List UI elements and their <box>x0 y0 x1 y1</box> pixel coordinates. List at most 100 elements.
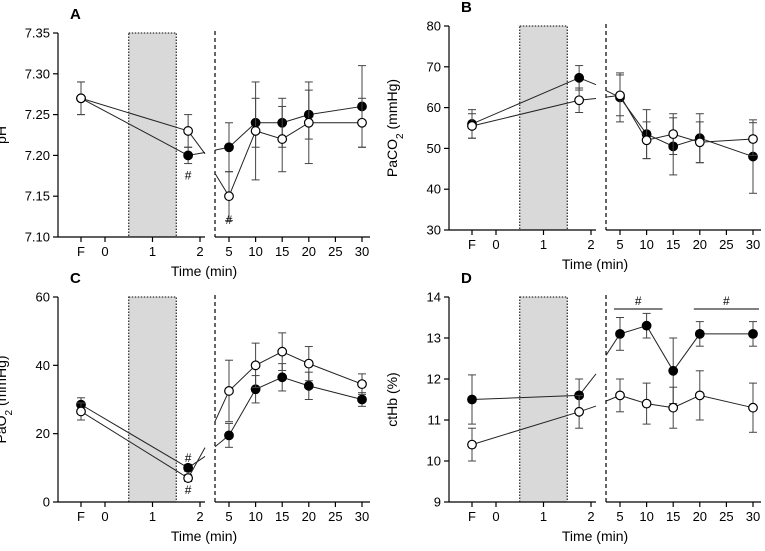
x-tick-label: 10 <box>639 237 653 252</box>
panel-label: D <box>461 270 472 287</box>
x-tick-label: 15 <box>666 509 680 524</box>
x-tick-label: 10 <box>248 244 262 259</box>
series-line-open <box>228 122 362 197</box>
y-tick-label: 70 <box>427 59 441 74</box>
data-point-open <box>250 126 261 136</box>
series-line-open <box>228 351 363 392</box>
data-point-open <box>694 390 705 401</box>
y-tick-label: 13 <box>427 331 441 346</box>
data-point-open <box>357 379 367 390</box>
x-tick-label: 0 <box>101 244 108 259</box>
data-point-open <box>224 191 234 202</box>
subscript: 2 <box>395 133 406 139</box>
data-point-open <box>615 390 625 401</box>
data-point-filled <box>277 372 288 383</box>
series-line-open <box>80 411 189 479</box>
series-line-filled <box>228 105 363 148</box>
x-tick-label: 1 <box>540 237 547 252</box>
series-line-filled <box>471 77 580 125</box>
x-tick-label: 20 <box>302 509 316 524</box>
shaded-interval <box>128 296 177 503</box>
y-axis-label: PaO2 (mmHg) <box>0 355 15 443</box>
y-label-unit: (mmHg) <box>384 79 400 133</box>
data-point-open <box>183 473 194 483</box>
x-tick-label: F <box>468 237 476 252</box>
data-point-filled <box>183 150 194 161</box>
x-tick-label: 20 <box>693 237 707 252</box>
x-tick-label: 30 <box>746 237 760 252</box>
x-tick-label: F <box>77 244 85 259</box>
data-point-open <box>641 135 652 146</box>
series-line-open <box>471 411 580 446</box>
y-tick-label: 60 <box>36 290 50 305</box>
shaded-interval <box>519 25 568 231</box>
y-tick-label: 7.15 <box>25 189 50 204</box>
data-point-filled <box>748 329 758 339</box>
data-point-open <box>574 406 585 417</box>
data-point-filled <box>224 430 234 441</box>
y-tick-label: 7.20 <box>25 148 50 163</box>
x-tick-label: 25 <box>328 509 342 524</box>
data-point-filled <box>615 329 625 339</box>
data-point-open <box>641 398 652 409</box>
series-line-open <box>471 99 580 127</box>
x-tick-label: 15 <box>666 237 680 252</box>
x-tick-label: 1 <box>540 509 547 524</box>
y-tick-label: 9 <box>434 495 441 510</box>
data-point-open <box>277 134 288 144</box>
x-tick-label: 30 <box>355 509 369 524</box>
data-point-open <box>668 129 679 140</box>
data-point-filled <box>574 72 585 83</box>
shaded-interval <box>128 32 177 238</box>
data-point-open <box>748 134 758 144</box>
series-line-open <box>619 394 754 409</box>
x-tick-label: 0 <box>492 237 499 252</box>
y-tick-label: 11 <box>428 413 442 428</box>
significance-mark: # <box>185 483 192 497</box>
x-axis-label: Time (min) <box>171 263 237 279</box>
data-point-filled <box>183 462 194 473</box>
x-tick-label: 1 <box>149 509 156 524</box>
y-axis-label: PaCO2 (mmHg) <box>384 79 406 177</box>
data-point-open <box>183 126 194 136</box>
x-tick-label: 0 <box>101 509 108 524</box>
series-line-open <box>80 97 189 132</box>
y-tick-label: 30 <box>427 223 441 238</box>
series-line-open <box>619 95 754 143</box>
y-tick-label: 40 <box>427 182 441 197</box>
x-tick-label: 25 <box>328 244 342 259</box>
y-tick-label: 7.35 <box>25 26 50 41</box>
data-point-open <box>357 117 367 128</box>
x-tick-label: F <box>77 509 85 524</box>
x-tick-label: 5 <box>225 509 232 524</box>
y-tick-label: 50 <box>427 141 441 156</box>
data-point-open <box>615 90 625 101</box>
series-line-filled <box>80 404 189 469</box>
data-point-filled <box>467 394 477 405</box>
x-tick-label: 2 <box>196 244 203 259</box>
x-tick-label: 2 <box>196 509 203 524</box>
data-point-open <box>748 402 758 413</box>
y-tick-label: 14 <box>427 290 441 305</box>
y-tick-label: 80 <box>427 19 441 34</box>
data-point-open <box>467 121 477 131</box>
x-tick-label: 25 <box>719 237 733 252</box>
series-line-filled <box>471 394 580 400</box>
x-tick-label: 10 <box>639 509 653 524</box>
series-break-connector <box>187 447 206 479</box>
data-point-open <box>574 95 585 106</box>
data-point-open <box>277 346 288 357</box>
y-tick-label: 60 <box>427 100 441 115</box>
data-point-filled <box>303 380 314 391</box>
y-tick-label: 7.30 <box>25 66 50 81</box>
series-line-filled <box>80 97 189 156</box>
panel-label: B <box>461 0 472 16</box>
y-tick-label: 7.25 <box>25 107 50 122</box>
x-tick-label: 5 <box>616 509 623 524</box>
data-point-open <box>467 439 477 450</box>
